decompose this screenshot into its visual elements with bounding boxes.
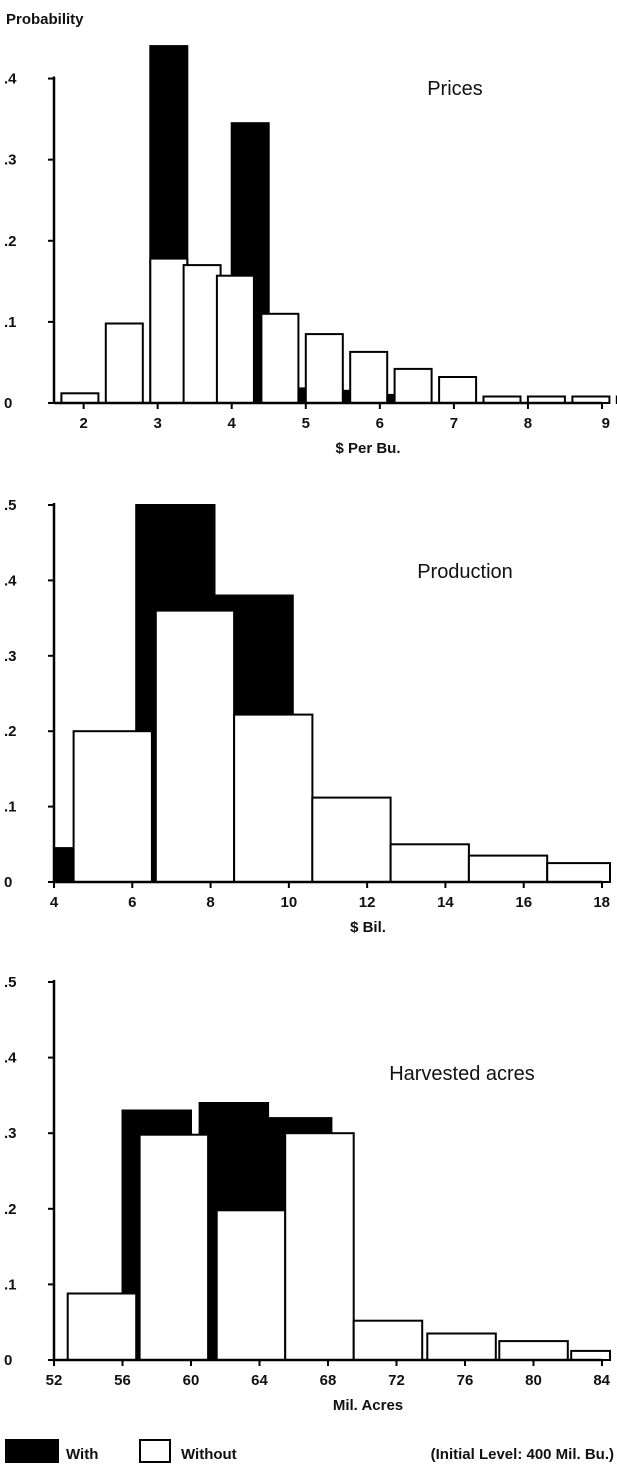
- x-tick-label: 2: [79, 415, 87, 432]
- bar-without-5: [215, 274, 255, 405]
- y-tick-label: .2: [4, 1201, 17, 1218]
- bar-without-7: [546, 862, 612, 883]
- x-tick-label: 14: [437, 894, 454, 911]
- bar-without-5: [389, 843, 470, 883]
- y-tick-label: .3: [4, 1125, 17, 1142]
- bar-without-1: [72, 730, 153, 884]
- y-tick-label: 0: [4, 1352, 12, 1369]
- y-axis-title: Probability: [6, 11, 84, 28]
- bar-without-3: [233, 713, 314, 883]
- y-tick-label: 0: [4, 395, 12, 412]
- x-tick-label: 5: [302, 415, 310, 432]
- bar-without-7: [304, 333, 344, 405]
- x-tick-label: 64: [251, 1372, 268, 1389]
- bar-without-3: [215, 1209, 287, 1362]
- y-tick-label: .4: [4, 71, 17, 88]
- bar-without-1: [66, 1292, 138, 1361]
- bar-without-1: [60, 392, 100, 404]
- x-tick-label: 3: [154, 415, 162, 432]
- bar-without-2: [138, 1133, 210, 1361]
- x-tick-label: 84: [593, 1372, 610, 1389]
- chart-panels: 0.1.2.3.42 3 4 5 6 7 8 9$ Per Bu.Prices0.1.2.3.…: [4, 45, 617, 1414]
- x-tick-label: 10: [281, 894, 298, 911]
- bar-without-8: [570, 1349, 612, 1362]
- legend-note: (Initial Level: 400 Mil. Bu.): [431, 1446, 614, 1463]
- chart-panel-3: 0 .1 .2 .3 .4 .5 52 56 60 64 68 72 76 80 84 Mil. Acres H…: [4, 974, 612, 1414]
- y-tick-label: 0: [4, 874, 12, 891]
- x-axis-title: $ Bil.: [350, 919, 386, 936]
- chart-panel-2: 0 .1 .2 .3 .4 .5 4 6 8 10 12 14 16 18 $ Bil. Production: [4, 497, 612, 936]
- y-tick-label: .3: [4, 648, 17, 665]
- x-tick-label: 9: [602, 415, 610, 432]
- y-tick-label: .3: [4, 152, 17, 169]
- x-axis-title: $ Per Bu.: [335, 440, 400, 457]
- x-tick-label: 12: [359, 894, 376, 911]
- x-tick-label: 56: [114, 1372, 131, 1389]
- x-tick-label: 6: [128, 894, 136, 911]
- y-tick-label: .1: [4, 1276, 17, 1293]
- bar-without-8: [349, 350, 389, 404]
- x-tick-label: 7: [450, 415, 458, 432]
- bar-without-9: [393, 367, 433, 404]
- bar-without-5: [352, 1319, 424, 1361]
- legend: With Without (Initial Level: 400 Mil. Bu…: [5, 1439, 614, 1463]
- bar-without-6: [467, 854, 549, 883]
- bar-without-4: [182, 264, 222, 404]
- bar-without-4: [311, 796, 392, 883]
- x-tick-label: 76: [457, 1372, 474, 1389]
- x-tick-label: 8: [206, 894, 214, 911]
- legend-swatch-without: [139, 1439, 171, 1463]
- y-tick-label: .4: [4, 572, 17, 589]
- x-axis-title: Mil. Acres: [333, 1397, 403, 1414]
- chart-panel-1: 0 .1 .2 .3 .4 2 3 4 5 6 7 8 9 $ Per Bu. Prices: [4, 45, 617, 457]
- x-tick-label: 52: [46, 1372, 63, 1389]
- x-tick-label: 4: [228, 415, 237, 432]
- y-tick-label: .2: [4, 723, 17, 740]
- x-tick-label: 72: [388, 1372, 405, 1389]
- bar-without-3: [149, 257, 189, 404]
- panel-title: Prices: [427, 78, 483, 100]
- legend-label-with: With: [66, 1446, 98, 1463]
- x-tick-label: 80: [525, 1372, 542, 1389]
- panel-title: Harvested acres: [389, 1063, 535, 1085]
- x-tick-label: 60: [183, 1372, 200, 1389]
- legend-label-without: Without: [181, 1446, 237, 1463]
- bar-without-10: [438, 376, 478, 404]
- bar-without-4: [284, 1132, 355, 1361]
- panel-title: Production: [417, 561, 513, 583]
- y-tick-label: .2: [4, 233, 17, 250]
- x-tick-label: 4: [50, 894, 59, 911]
- bar-without-6: [426, 1332, 497, 1361]
- bar-without-6: [260, 312, 300, 404]
- x-tick-label: 8: [524, 415, 532, 432]
- x-tick-label: 16: [515, 894, 532, 911]
- y-tick-label: .5: [4, 974, 17, 991]
- bar-without-2: [154, 609, 236, 883]
- legend-swatch-with: [5, 1439, 59, 1463]
- y-tick-label: .5: [4, 497, 17, 514]
- y-tick-label: .1: [4, 799, 17, 816]
- x-tick-label: 6: [376, 415, 384, 432]
- x-tick-label: 18: [593, 894, 610, 911]
- x-tick-label: 68: [320, 1372, 337, 1389]
- y-tick-label: .1: [4, 314, 17, 331]
- bar-without-2: [104, 322, 144, 404]
- y-tick-label: .4: [4, 1050, 17, 1067]
- bar-without-7: [498, 1340, 569, 1361]
